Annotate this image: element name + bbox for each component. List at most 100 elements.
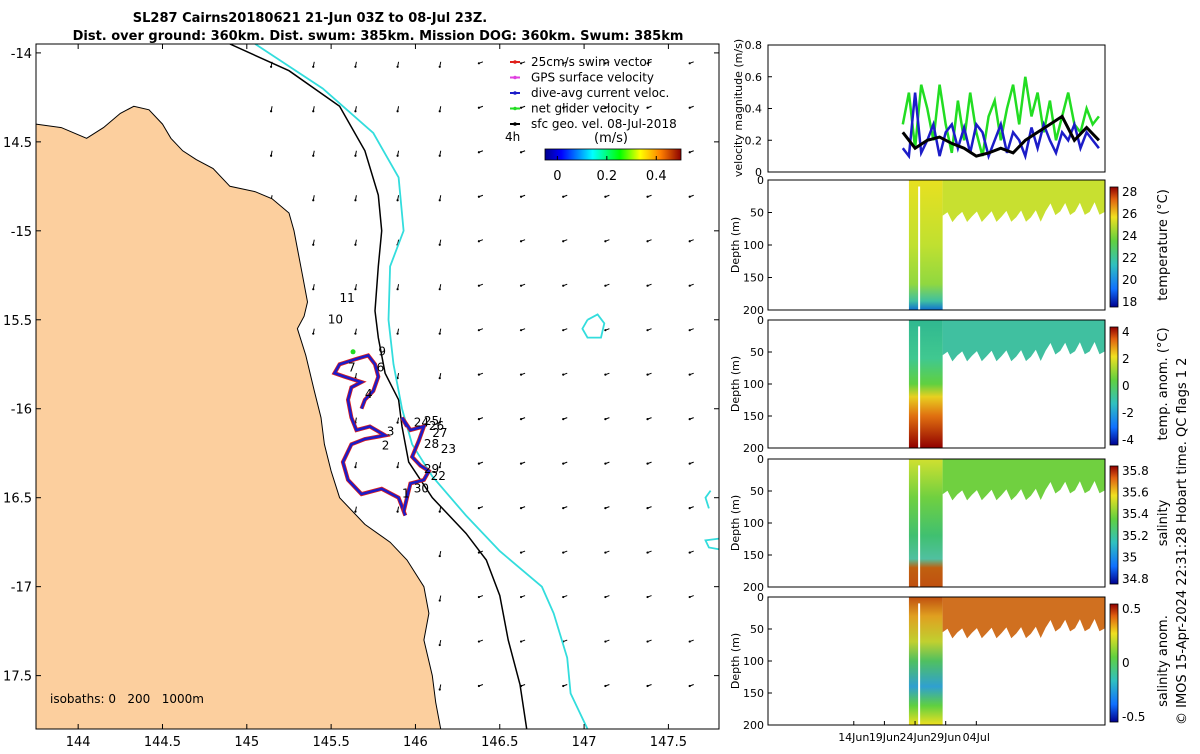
waypoint-label: 29 (424, 462, 439, 476)
current-arrow (688, 61, 694, 65)
current-arrow (396, 106, 400, 113)
velocity-ticks: 0 0.2 0.4 0.6 0.8 (745, 39, 772, 179)
current-arrow (646, 194, 652, 198)
current-arrow (396, 417, 400, 424)
current-arrow (477, 239, 484, 243)
current-arrow (604, 372, 610, 376)
current-arrow (646, 105, 652, 109)
velocity-series-0 (901, 76, 1100, 157)
waypoint-label: 28 (424, 437, 439, 451)
section-cbar-tick: 35.4 (1122, 507, 1149, 521)
current-arrow (269, 106, 273, 113)
section-cbar-tick: 35.2 (1122, 529, 1149, 543)
velocity-ytick-label: 0.6 (745, 71, 763, 84)
current-arrow (396, 284, 400, 291)
current-arrow (562, 595, 568, 599)
section-ytick-label: 50 (750, 623, 764, 636)
current-arrow (688, 328, 694, 332)
map-legend: 25cm/s swim vector GPS surface velocitydi… (510, 55, 677, 131)
waypoint-label: 25 (424, 414, 439, 428)
title-line2: Dist. over ground: 360km. Dist. swum: 38… (73, 29, 684, 44)
waypoint-label: 22 (431, 469, 446, 483)
section-temperature: 0 50 100 150 200 Depth (m) 28 26 24 22 20 18 tempera… (729, 174, 1171, 317)
current-arrow (646, 328, 652, 332)
current-arrow (562, 461, 568, 465)
current-arrow (477, 461, 484, 465)
section-colorbar (1109, 465, 1119, 585)
velocity-panel: 0 0.2 0.4 0.6 0.8 velocity magnitude (m/s) (732, 39, 1106, 179)
current-arrow (519, 461, 526, 465)
section-ytick-label: 50 (750, 207, 764, 220)
section-cbar-tick: 35.8 (1122, 464, 1149, 478)
current-arrow (688, 372, 694, 376)
velocity-ytick-label: 0 (755, 166, 762, 179)
section-ytick-label: 100 (743, 655, 764, 668)
map-ytick-label: -14 (11, 47, 32, 62)
current-arrow (396, 506, 400, 513)
section-xtick-label: 24Jun (899, 731, 930, 744)
section-ytick-label: 150 (743, 272, 764, 285)
current-arrow (312, 61, 315, 68)
current-arrow (562, 61, 568, 65)
current-arrow (519, 550, 526, 554)
current-arrow (354, 506, 357, 513)
velocity-series (901, 76, 1100, 161)
glider-track-1-dive (332, 353, 407, 516)
current-arrow (604, 550, 610, 554)
map-frame (35, 43, 720, 730)
section-cbar-tick: 28 (1122, 185, 1137, 199)
section-deep-field (908, 180, 943, 310)
current-arrow (604, 283, 610, 287)
current-arrow (477, 417, 484, 421)
section-colorbar (1109, 603, 1119, 723)
section-ytick-label: 0 (757, 453, 764, 466)
current-arrow (477, 105, 484, 109)
legend-item: net glider velocity (510, 102, 639, 116)
current-arrow (312, 239, 315, 246)
current-arrow (396, 462, 400, 469)
map-xtick-label: 146.5 (481, 735, 518, 750)
section-ytick-label: 0 (757, 591, 764, 604)
section-cbar-label: temp. anom. (°C) (1156, 327, 1171, 440)
section-ylabel: Depth (m) (729, 633, 742, 689)
legend-item: sfc geo. vel. 08-Jul-2018 (510, 117, 677, 131)
velocity-series-1 (901, 92, 1100, 161)
current-arrows (269, 61, 694, 691)
velocity-ytick-label: 0.8 (745, 39, 763, 52)
section-colorbar (1109, 186, 1119, 308)
section-deep-field (908, 320, 943, 448)
waypoint-label: 9 (378, 344, 386, 358)
map-xtick-label: 144.5 (144, 735, 181, 750)
legend-label: GPS surface velocity (531, 71, 654, 85)
legend-item: 25cm/s swim vector (510, 55, 652, 69)
waypoint-label: 3 (387, 424, 395, 438)
current-arrow (312, 328, 315, 335)
legend-label: 25cm/s swim vector (531, 55, 652, 69)
current-arrow (519, 506, 526, 510)
map-ytick-label: 14.5 (3, 136, 32, 151)
current-arrow (354, 284, 357, 291)
section-cbar-tick: -2 (1122, 406, 1134, 420)
current-arrow (312, 106, 315, 113)
velocity-series-2 (901, 114, 1100, 158)
current-arrow (269, 150, 273, 157)
legend-label: net glider velocity (531, 102, 639, 116)
colorbar-units: (m/s) (594, 131, 628, 146)
current-arrow (438, 639, 442, 647)
current-arrow (688, 417, 694, 421)
section-shallow-field (942, 597, 1105, 639)
waypoint-label: 24 (414, 416, 429, 430)
current-arrow (438, 284, 442, 291)
current-arrow (562, 239, 568, 243)
current-arrow (396, 328, 400, 335)
eddy-contour (704, 537, 719, 551)
current-arrow (688, 550, 694, 554)
section-cbar-tick: 4 (1122, 325, 1130, 339)
current-arrow (519, 372, 526, 376)
map-colorbar (544, 148, 682, 161)
section-cbar-tick: 26 (1122, 207, 1137, 221)
current-arrow (438, 684, 442, 691)
section-ylabel: Depth (m) (729, 356, 742, 412)
section-salinity: 0 50 100 150 200 Depth (m) 35.8 35.6 35.4 35.2 35 3… (729, 453, 1171, 594)
current-arrow (646, 506, 652, 510)
